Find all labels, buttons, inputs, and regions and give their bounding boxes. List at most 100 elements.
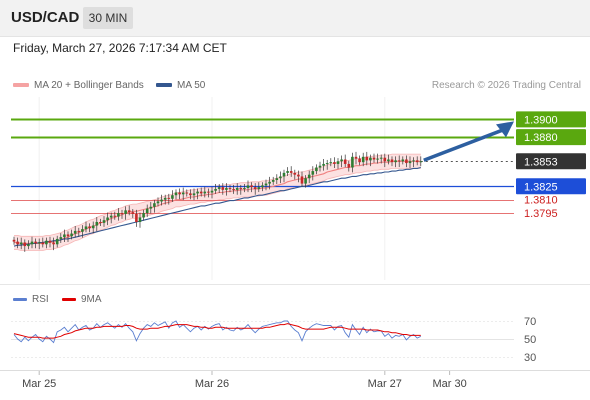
candle-body	[250, 185, 253, 188]
candle-body	[354, 156, 358, 159]
candle-body	[394, 160, 397, 163]
candle-body	[99, 221, 102, 223]
legend-9ma: 9MA	[62, 294, 102, 305]
forecast-arrow-head	[496, 121, 514, 138]
candle-body	[70, 233, 73, 237]
candle-body	[257, 187, 261, 189]
symbol-label: USD/CAD	[11, 9, 80, 26]
candle-body	[113, 215, 117, 217]
candle-body	[401, 159, 405, 162]
candle-body	[419, 161, 423, 163]
legend-ma20: MA 20 + Bollinger Bands	[13, 80, 144, 91]
research-credit: Research © 2026 Trading Central	[431, 80, 581, 91]
candle-body	[210, 190, 214, 193]
rsi-tick-70: 70	[524, 316, 536, 328]
candle-body	[361, 156, 365, 163]
level-label-box	[516, 153, 586, 170]
candle-body	[199, 191, 203, 194]
candle-body	[325, 163, 329, 165]
candle-body	[207, 191, 210, 193]
candle-body	[239, 188, 243, 190]
candle-body	[225, 188, 228, 190]
candle-body	[117, 213, 120, 217]
candle-body	[372, 157, 376, 160]
candle-body	[185, 192, 189, 194]
candle-body	[19, 242, 23, 245]
candle-body	[124, 210, 127, 214]
candle-body	[293, 172, 297, 175]
candle-body	[390, 159, 394, 163]
legend-ma50: MA 50	[156, 80, 205, 91]
legend-rsi-label: RSI	[32, 294, 49, 305]
candle-body	[77, 230, 81, 232]
legend-ma50-label: MA 50	[177, 80, 206, 91]
candle-body	[322, 163, 325, 166]
candle-body	[160, 199, 163, 202]
legend-ma20-swatch	[13, 83, 29, 88]
candle-body	[95, 221, 99, 226]
candle-body	[135, 213, 138, 222]
candle-body	[365, 156, 369, 161]
candle-body	[351, 156, 354, 168]
level-label-box	[516, 111, 586, 128]
candle-body	[315, 167, 318, 172]
candle-body	[289, 171, 293, 173]
candles-group	[12, 151, 423, 252]
candle-body	[232, 188, 235, 190]
level-label-1.3795: 1.3795	[524, 208, 558, 220]
x-label-Mar-27: Mar 27	[368, 378, 402, 390]
candle-body	[307, 174, 311, 179]
level-label-1.3853: 1.3853	[524, 156, 558, 168]
candle-body	[300, 176, 304, 184]
candle-body	[261, 185, 264, 188]
x-label-Mar-30: Mar 30	[432, 378, 466, 390]
candle-body	[203, 191, 207, 194]
candle-body	[383, 157, 387, 162]
legend-ma50-swatch	[156, 83, 172, 88]
level-label-1.3900: 1.3900	[524, 114, 558, 126]
candle-body	[145, 208, 149, 214]
candle-body	[196, 191, 199, 194]
candle-body	[109, 215, 113, 218]
candle-body	[235, 188, 239, 190]
candle-body	[16, 241, 19, 245]
candle-body	[311, 171, 315, 175]
candle-body	[408, 161, 412, 164]
candle-body	[156, 201, 160, 204]
candle-body	[138, 217, 142, 222]
rsi-tick-30: 30	[524, 352, 536, 364]
candle-body	[171, 195, 174, 199]
rsi-series-RSI	[13, 320, 422, 344]
legend-9ma-swatch	[62, 297, 76, 301]
candle-body	[243, 188, 246, 190]
candle-body	[214, 188, 217, 191]
candle-body	[329, 162, 333, 164]
candle-body	[102, 220, 106, 223]
candle-body	[73, 230, 77, 234]
candle-body	[88, 226, 91, 229]
candle-body	[41, 242, 45, 245]
candle-body	[297, 174, 300, 177]
candle-body	[347, 163, 351, 168]
candle-body	[142, 213, 145, 218]
candle-body	[379, 157, 383, 159]
candle-body	[369, 157, 372, 161]
candle-body	[268, 181, 271, 184]
candle-body	[52, 242, 55, 245]
candle-body	[304, 178, 307, 184]
candle-body	[246, 185, 250, 189]
timeframe-button[interactable]: 30 MIN	[83, 7, 133, 29]
x-label-Mar-26: Mar 26	[195, 378, 229, 390]
legend-rsi-swatch	[13, 297, 27, 301]
level-label-1.3880: 1.3880	[524, 132, 558, 144]
rsi-tick-50: 50	[524, 334, 536, 346]
candle-body	[23, 242, 27, 247]
candle-body	[343, 159, 347, 164]
candle-body	[279, 176, 282, 179]
candle-body	[59, 237, 63, 239]
candle-body	[106, 217, 109, 221]
level-label-1.3810: 1.3810	[524, 195, 558, 207]
candle-body	[120, 213, 124, 215]
level-label-box	[516, 129, 586, 146]
